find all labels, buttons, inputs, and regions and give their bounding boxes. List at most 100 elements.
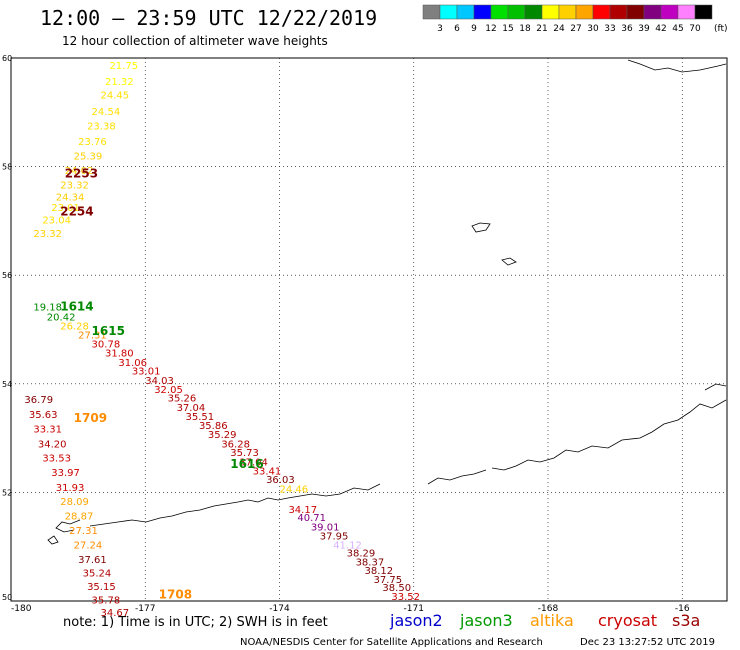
- swh-value-label: 21.75: [109, 61, 138, 72]
- andreanof-islands: [89, 483, 381, 527]
- coastline: [47, 59, 727, 545]
- swh-value-label: 38.50: [382, 583, 411, 594]
- swh-value-label: 37.04: [239, 457, 268, 468]
- colorbar-swatch: [643, 4, 662, 20]
- swh-value-label: 35.86: [199, 421, 228, 432]
- swh-value-label: 25.39: [74, 152, 103, 163]
- colorbar-label: 3: [437, 24, 443, 34]
- fox-islands: [427, 469, 487, 485]
- swh-value-label: 33.52: [391, 592, 420, 603]
- swh-value-label: 31.93: [56, 483, 85, 494]
- map-frame: [10, 57, 728, 602]
- colorbar-swatch: [490, 4, 509, 20]
- swh-value-label: 36.28: [221, 439, 250, 450]
- swh-value-label: 23.32: [33, 229, 62, 240]
- satellite-legend: jason2 jason3 altika cryosat s3a: [389, 611, 700, 630]
- swh-value-label: 33.53: [42, 453, 71, 464]
- colorbar-label: 30: [587, 24, 599, 34]
- lon-tick-label: -174: [269, 604, 290, 614]
- colorbar-label: 15: [502, 24, 513, 34]
- colorbar-label: 12: [485, 24, 496, 34]
- swh-value-label: 24.45: [101, 91, 130, 102]
- colorbar-swatch: [422, 4, 441, 20]
- colorbar-swatch: [592, 4, 611, 20]
- alaska-peninsula: [491, 399, 727, 471]
- legend-s3a: s3a: [672, 611, 700, 630]
- colorbar-label: 45: [672, 24, 683, 34]
- lon-tick-label: -171: [404, 604, 424, 614]
- colorbar-label: 27: [570, 24, 581, 34]
- colorbar-label: 70: [689, 24, 701, 34]
- swh-value-label: 37.61: [78, 555, 107, 566]
- swh-value-label: 24.34: [56, 192, 85, 203]
- swh-value-label: 33.41: [253, 466, 282, 477]
- rat-islands: [55, 519, 81, 533]
- swh-value-label: 37.04: [177, 403, 206, 414]
- swh-value-label: 28.87: [65, 512, 94, 523]
- swh-value-label: 34.67: [101, 608, 130, 619]
- swh-value-label: 41.12: [333, 540, 362, 551]
- colorbar-swatch: [541, 4, 560, 20]
- colorbar-unit: (ft): [714, 24, 728, 34]
- swh-value-label: 35.29: [208, 430, 237, 441]
- swh-value-label: 23.38: [87, 122, 116, 133]
- swh-value-label: 34.03: [145, 376, 174, 387]
- swh-value-label: 24.54: [92, 107, 121, 118]
- lat-tick-label: 60: [2, 54, 12, 63]
- footer-note: note: 1) Time is in UTC; 2) SWH is in fe…: [63, 615, 328, 630]
- swh-value-label: 33.01: [132, 367, 161, 378]
- swh-value-label: 38.37: [356, 558, 385, 569]
- colorbar-swatch: [473, 4, 492, 20]
- lat-tick-label: 52: [2, 488, 12, 497]
- lon-tick-label: -177: [135, 604, 155, 614]
- colorbar-swatch: [575, 4, 594, 20]
- legend-jason3: jason3: [459, 611, 513, 630]
- swh-value-label: 35.51: [186, 412, 215, 423]
- pass-number-label: 1614: [60, 299, 93, 313]
- near-islands: [47, 535, 59, 545]
- legend-altika: altika: [530, 611, 574, 630]
- colorbar-label: 39: [638, 24, 650, 34]
- swh-value-label: 31.06: [118, 358, 147, 369]
- alaska-mainland-coast: [627, 59, 727, 73]
- footer-timestamp: Dec 23 13:27:52 UTC 2019: [580, 637, 715, 648]
- axis-tick-labels: -180 -177 -174 -171 -168 -16 60 58 56 54 52 50: [2, 54, 690, 614]
- colorbar-label: 36: [621, 24, 633, 34]
- colorbar-label: 33: [604, 24, 615, 34]
- swh-value-label: 26.28: [60, 322, 89, 333]
- swh-value-label: 36.03: [266, 475, 295, 486]
- pass-number-label: 2254: [60, 204, 93, 218]
- lat-tick-label: 56: [2, 271, 12, 280]
- page-title: 12:00 – 23:59 UTC 12/22/2019: [40, 6, 377, 30]
- swh-value-label: 27.24: [74, 540, 103, 551]
- swh-value-label: 35.24: [83, 569, 112, 580]
- swh-value-label: 23.01: [51, 203, 80, 214]
- colorbar-swatch: [439, 4, 458, 20]
- pass-number-label: 1709: [74, 411, 107, 425]
- colorbar-swatch: [694, 4, 713, 20]
- swh-value-label: 23.04: [42, 216, 71, 227]
- swh-value-label: 21.32: [105, 77, 134, 88]
- st-matthew-island: [471, 222, 491, 233]
- colorbar-swatch: [677, 4, 696, 20]
- lat-tick-label: 54: [2, 380, 12, 389]
- swh-value-label: 27.31: [69, 526, 98, 537]
- lon-tick-label: -180: [11, 604, 32, 614]
- swh-value-label: 24.46: [280, 484, 309, 495]
- colorbar-swatch: [558, 4, 577, 20]
- swh-value-label: 34.17: [288, 505, 317, 516]
- lat-tick-label: 58: [2, 163, 12, 172]
- lat-lon-grid: [11, 58, 727, 601]
- colorbar-label: 9: [471, 24, 477, 34]
- swh-colorbar: 3 6 9 12 15 18 21 24 27 30 33 36 39 42 45 70: [422, 4, 713, 34]
- colorbar-label: 6: [454, 24, 460, 34]
- colorbar-label: 21: [536, 24, 547, 34]
- swh-observations: 21.75 21.32 24.45 24.54 23.38 23.76 25.39 24.02…: [24, 61, 420, 619]
- lat-tick-label: 50: [2, 593, 12, 602]
- swh-value-label: 34.20: [38, 439, 67, 450]
- pass-number-label: 1616: [230, 457, 263, 471]
- swh-value-label: 23.32: [60, 180, 89, 191]
- swh-value-label: 38.29: [347, 548, 376, 559]
- swh-value-label: 38.12: [365, 566, 394, 577]
